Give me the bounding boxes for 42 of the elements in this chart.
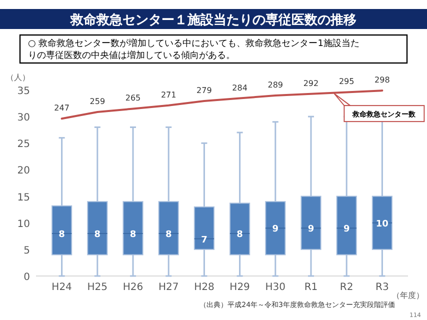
x-tick-label: H28 <box>194 282 214 293</box>
x-axis-title: （年度） <box>392 291 424 300</box>
text: 8 <box>236 230 243 240</box>
data-label: 289 <box>268 80 284 90</box>
data-label: 247 <box>54 104 70 113</box>
text: 8 <box>94 230 101 240</box>
y-tick-label: 35 <box>17 86 30 97</box>
data-label: 298 <box>374 76 390 85</box>
y-tick-label: 10 <box>17 218 30 230</box>
y-tick-label: 20 <box>17 166 30 177</box>
y-tick-label: 25 <box>17 139 30 150</box>
text: 9 <box>272 224 279 235</box>
text: 8 <box>58 230 65 240</box>
text: 10 <box>376 219 388 230</box>
x-tick-label: H25 <box>87 282 108 293</box>
data-label: 259 <box>90 97 106 106</box>
text: 9 <box>343 224 350 235</box>
text: 7 <box>201 235 208 246</box>
x-tick-label: H29 <box>230 282 250 293</box>
x-tick-label: R3 <box>376 282 389 293</box>
y-axis-title: （人） <box>6 73 30 82</box>
data-label: 265 <box>125 94 141 103</box>
chart-subtitle: ○ 救命救急センター数が増加している中においても、救命救急センター1施設当たりの専従医数の中央値は増加している傾向がある。 <box>28 38 360 61</box>
y-tick-label: 30 <box>17 112 30 124</box>
data-label: 271 <box>160 90 176 100</box>
y-tick-label: 0 <box>24 272 30 283</box>
data-label: 279 <box>196 86 212 96</box>
chart-title: 救命救急センター１施設当たりの専従医数の推移 <box>70 12 356 28</box>
x-tick-label: R2 <box>340 282 354 293</box>
x-tick-label: H24 <box>52 282 72 293</box>
x-tick-label: H30 <box>265 282 286 293</box>
data-label: 295 <box>338 77 354 86</box>
x-tick-label: H27 <box>158 282 179 293</box>
text: 8 <box>130 230 136 240</box>
data-label: 284 <box>232 83 248 92</box>
x-tick-label: R1 <box>304 282 318 293</box>
y-tick-label: 15 <box>17 192 30 204</box>
x-tick-label: H26 <box>122 282 144 293</box>
text: 8 <box>165 230 172 240</box>
text: 9 <box>308 224 314 235</box>
data-label: 292 <box>303 78 319 88</box>
y-tick-label: 5 <box>24 245 30 256</box>
